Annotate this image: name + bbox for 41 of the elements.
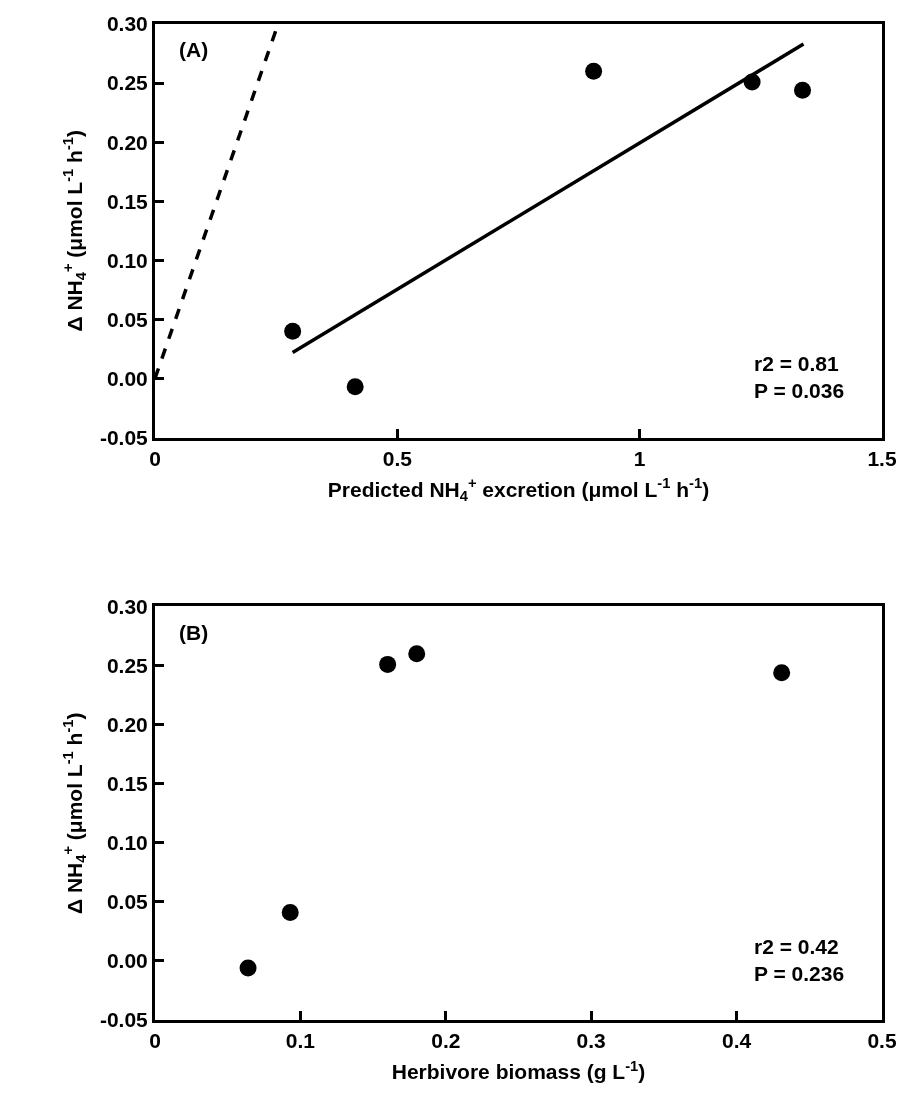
y-tick-label: 0.20 [106, 712, 148, 736]
x-tick-label: 1 [633, 446, 646, 470]
annotation: (A) [179, 38, 209, 61]
y-tick-label: 0.15 [106, 772, 149, 796]
point [346, 378, 364, 396]
point [281, 903, 299, 921]
x-axis-title: Predicted NH$_{4}$$^{+}$ excretion (μmol L$^{-1}$ h$^{-1}$) [327, 475, 710, 505]
x-tick-label: 0.4 [722, 1029, 752, 1053]
x-tick-label: 0.2 [431, 1029, 461, 1053]
point [773, 664, 791, 682]
x-tick-label: 0.1 [285, 1029, 316, 1053]
annotation: (B) [179, 621, 209, 644]
y-tick-label: 0.05 [106, 307, 149, 331]
y-tick-label: 0.10 [106, 248, 148, 272]
y-tick-label: 0.20 [106, 130, 148, 154]
y-tick-label: 0.15 [106, 189, 149, 213]
x-tick-label: 0.5 [867, 1029, 897, 1053]
y-tick-label: 0.05 [106, 890, 149, 914]
point [585, 62, 603, 80]
y-tick-label: 0.30 [106, 594, 148, 618]
x-tick-label: 0.5 [382, 446, 413, 470]
point [239, 959, 257, 977]
point [379, 655, 397, 673]
x-axis-title: Herbivore biomass (g L$^{-1}$) [391, 1057, 646, 1084]
point [408, 645, 426, 663]
annotation: r2 = 0.42 P = 0.236 [754, 935, 845, 986]
annotation: r2 = 0.81 P = 0.036 [754, 352, 845, 403]
x-tick-label: 0 [149, 1029, 161, 1053]
y-tick-label: 0.10 [106, 831, 148, 855]
y-tick-label: -0.05 [99, 425, 149, 449]
y-tick-label: 0.00 [106, 366, 148, 390]
y-tick-label: 0.25 [106, 71, 149, 95]
y-tick-label: -0.05 [99, 1008, 149, 1032]
y-tick-label: 0.00 [106, 949, 148, 973]
point [794, 81, 812, 99]
y-tick-label: 0.25 [106, 653, 149, 677]
x-tick-label: 0 [149, 446, 161, 470]
x-tick-label: 0.3 [576, 1029, 606, 1053]
x-tick-label: 1.5 [867, 446, 897, 470]
point [284, 322, 302, 340]
y-tick-label: 0.30 [106, 12, 148, 36]
